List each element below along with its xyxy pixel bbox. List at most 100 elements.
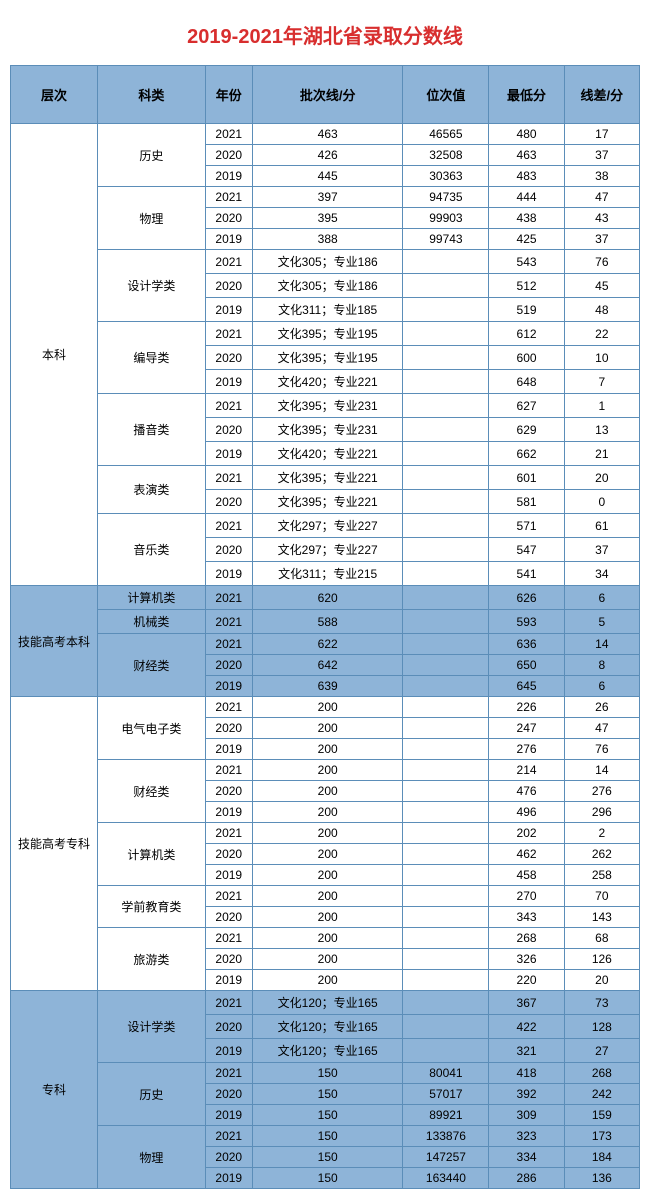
min-cell: 627 — [489, 394, 564, 418]
diff-cell: 26 — [564, 697, 639, 718]
batch-cell: 150 — [252, 1063, 403, 1084]
rank-cell: 99903 — [403, 208, 489, 229]
min-cell: 392 — [489, 1084, 564, 1105]
min-cell: 480 — [489, 124, 564, 145]
batch-cell: 文化395；专业195 — [252, 346, 403, 370]
col-diff: 线差/分 — [564, 66, 639, 124]
min-cell: 541 — [489, 562, 564, 586]
batch-cell: 588 — [252, 610, 403, 634]
batch-cell: 文化305；专业186 — [252, 250, 403, 274]
level-cell: 技能高考本科 — [11, 586, 98, 697]
batch-cell: 文化420；专业221 — [252, 370, 403, 394]
rank-cell: 94735 — [403, 187, 489, 208]
min-cell: 309 — [489, 1105, 564, 1126]
min-cell: 543 — [489, 250, 564, 274]
col-batch: 批次线/分 — [252, 66, 403, 124]
rank-cell — [403, 697, 489, 718]
rank-cell — [403, 634, 489, 655]
min-cell: 612 — [489, 322, 564, 346]
year-cell: 2021 — [205, 610, 252, 634]
category-cell: 计算机类 — [98, 823, 206, 886]
rank-cell — [403, 394, 489, 418]
table-row: 播音类2021文化395；专业2316271 — [11, 394, 640, 418]
min-cell: 323 — [489, 1126, 564, 1147]
year-cell: 2019 — [205, 865, 252, 886]
diff-cell: 47 — [564, 718, 639, 739]
table-row: 学前教育类202120027070 — [11, 886, 640, 907]
batch-cell: 文化120；专业165 — [252, 1039, 403, 1063]
rank-cell — [403, 907, 489, 928]
year-cell: 2020 — [205, 781, 252, 802]
batch-cell: 200 — [252, 970, 403, 991]
table-row: 计算机类20212002022 — [11, 823, 640, 844]
rank-cell — [403, 718, 489, 739]
batch-cell: 文化395；专业195 — [252, 322, 403, 346]
min-cell: 367 — [489, 991, 564, 1015]
rank-cell — [403, 514, 489, 538]
table-row: 物理20213979473544447 — [11, 187, 640, 208]
min-cell: 463 — [489, 145, 564, 166]
rank-cell: 46565 — [403, 124, 489, 145]
table-row: 旅游类202120026868 — [11, 928, 640, 949]
rank-cell: 163440 — [403, 1168, 489, 1189]
table-row: 技能高考本科计算机类20216206266 — [11, 586, 640, 610]
batch-cell: 150 — [252, 1084, 403, 1105]
min-cell: 547 — [489, 538, 564, 562]
category-cell: 财经类 — [98, 760, 206, 823]
year-cell: 2019 — [205, 970, 252, 991]
min-cell: 286 — [489, 1168, 564, 1189]
rank-cell — [403, 538, 489, 562]
min-cell: 321 — [489, 1039, 564, 1063]
batch-cell: 200 — [252, 949, 403, 970]
min-cell: 202 — [489, 823, 564, 844]
min-cell: 214 — [489, 760, 564, 781]
diff-cell: 2 — [564, 823, 639, 844]
batch-cell: 文化420；专业221 — [252, 442, 403, 466]
year-cell: 2019 — [205, 370, 252, 394]
min-cell: 268 — [489, 928, 564, 949]
min-cell: 418 — [489, 1063, 564, 1084]
col-category: 科类 — [98, 66, 206, 124]
category-cell: 财经类 — [98, 634, 206, 697]
batch-cell: 200 — [252, 907, 403, 928]
diff-cell: 262 — [564, 844, 639, 865]
diff-cell: 268 — [564, 1063, 639, 1084]
table-row: 设计学类2021文化305；专业18654376 — [11, 250, 640, 274]
category-cell: 历史 — [98, 124, 206, 187]
rank-cell: 147257 — [403, 1147, 489, 1168]
diff-cell: 1 — [564, 394, 639, 418]
diff-cell: 0 — [564, 490, 639, 514]
rank-cell — [403, 886, 489, 907]
diff-cell: 68 — [564, 928, 639, 949]
batch-cell: 文化120；专业165 — [252, 1015, 403, 1039]
min-cell: 438 — [489, 208, 564, 229]
year-cell: 2021 — [205, 886, 252, 907]
rank-cell — [403, 991, 489, 1015]
min-cell: 571 — [489, 514, 564, 538]
min-cell: 512 — [489, 274, 564, 298]
diff-cell: 14 — [564, 760, 639, 781]
diff-cell: 37 — [564, 145, 639, 166]
min-cell: 662 — [489, 442, 564, 466]
category-cell: 计算机类 — [98, 586, 206, 610]
rank-cell — [403, 250, 489, 274]
year-cell: 2021 — [205, 1126, 252, 1147]
min-cell: 247 — [489, 718, 564, 739]
batch-cell: 395 — [252, 208, 403, 229]
batch-cell: 642 — [252, 655, 403, 676]
batch-cell: 文化311；专业185 — [252, 298, 403, 322]
year-cell: 2020 — [205, 1084, 252, 1105]
col-min: 最低分 — [489, 66, 564, 124]
diff-cell: 20 — [564, 970, 639, 991]
batch-cell: 388 — [252, 229, 403, 250]
min-cell: 458 — [489, 865, 564, 886]
batch-cell: 文化395；专业231 — [252, 394, 403, 418]
table-row: 专科设计学类2021文化120；专业16536773 — [11, 991, 640, 1015]
min-cell: 476 — [489, 781, 564, 802]
diff-cell: 8 — [564, 655, 639, 676]
batch-cell: 445 — [252, 166, 403, 187]
batch-cell: 150 — [252, 1147, 403, 1168]
batch-cell: 200 — [252, 823, 403, 844]
batch-cell: 200 — [252, 844, 403, 865]
diff-cell: 34 — [564, 562, 639, 586]
